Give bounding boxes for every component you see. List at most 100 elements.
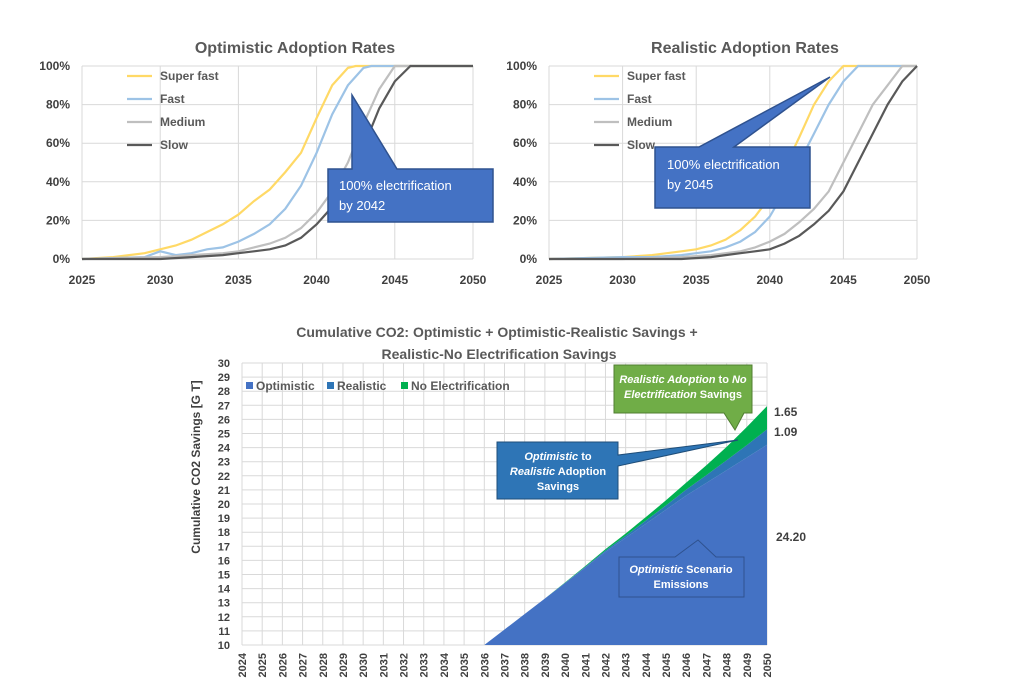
svg-text:Realistic Adoption to No: Realistic Adoption to No (619, 374, 747, 386)
y-tick-label: 10 (218, 640, 230, 652)
callout-realistic: Optimistic to Realistic Adoption Savings (496, 439, 739, 500)
legend-label: Medium (160, 115, 205, 129)
legend-label: No Electrification (411, 379, 510, 393)
series-line-slow (82, 64, 473, 261)
y-tick-label: 60% (46, 136, 70, 150)
end-label-optimistic: 24.20 (776, 530, 806, 544)
callout: 100% electrification by 2045 (654, 76, 831, 209)
callout-text: Savings (537, 481, 579, 493)
y-tick-label: 16 (218, 555, 230, 567)
svg-text:Electrification Savings: Electrification Savings (624, 389, 742, 401)
legend-swatch (246, 382, 253, 389)
y-tick-label: 21 (218, 485, 230, 497)
x-tick-label: 2038 (520, 653, 532, 677)
x-tick-label: 2035 (225, 273, 252, 287)
x-tick-label: 2025 (69, 273, 96, 287)
y-tick-label: 12 (218, 612, 230, 624)
x-tick-label: 2024 (237, 652, 249, 677)
callout-text: Scenario (683, 564, 733, 576)
callout-line-1: 100% electrification (667, 157, 780, 172)
callout-text: No (732, 374, 747, 386)
y-tick-label: 13 (218, 598, 230, 610)
y-tick-label: 27 (218, 400, 230, 412)
series-line-super-fast (548, 64, 917, 261)
x-tick-label: 2027 (298, 653, 310, 677)
x-tick-label: 2039 (540, 653, 552, 677)
x-tick-label: 2036 (479, 653, 491, 677)
x-tick-label: 2035 (683, 273, 710, 287)
area-realistic (484, 429, 767, 645)
x-tick-label: 2045 (381, 273, 408, 287)
y-tick-label: 26 (218, 414, 230, 426)
callout-text: Electrification (624, 389, 697, 401)
y-axis-label: Cumulative CO2 Savings [G T] (189, 380, 203, 553)
y-tick-label: 28 (218, 386, 230, 398)
y-tick-label: 18 (218, 527, 230, 539)
series-line-super-fast (81, 64, 473, 261)
x-tick-label: 2026 (277, 653, 289, 677)
svg-text:Realistic Adoption: Realistic Adoption (510, 466, 606, 478)
chart-title-line-2: Realistic-No Electrification Savings (382, 346, 617, 362)
y-tick-label: 20 (218, 499, 230, 511)
y-tick-label: 25 (218, 429, 230, 441)
chart-title-line-1: Cumulative CO2: Optimistic + Optimistic-… (296, 324, 697, 340)
y-tick-label: 60% (513, 136, 537, 150)
x-tick-label: 2025 (257, 653, 269, 677)
x-tick-label: 2042 (600, 653, 612, 677)
y-tick-label: 17 (218, 541, 230, 553)
callout-text: Adoption (555, 466, 606, 478)
x-tick-label: 2043 (621, 653, 633, 677)
x-tick-label: 2034 (439, 652, 451, 677)
x-tick-label: 2032 (399, 653, 411, 677)
x-tick-label: 2047 (701, 653, 713, 677)
legend-label: Fast (160, 92, 185, 106)
x-tick-label: 2049 (742, 653, 754, 677)
x-tick-label: 2030 (609, 273, 636, 287)
callout-text: Realistic (510, 466, 555, 478)
x-tick-label: 2050 (762, 653, 774, 677)
callout-text: Emissions (653, 579, 708, 591)
callout-text: to (715, 374, 732, 386)
callout-text: Optimistic (629, 564, 683, 576)
x-tick-label: 2045 (661, 653, 673, 677)
x-tick-label: 2025 (536, 273, 563, 287)
chart-title: Optimistic Adoption Rates (195, 40, 395, 57)
y-tick-label: 29 (218, 372, 230, 384)
x-tick-label: 2041 (580, 653, 592, 677)
x-tick-label: 2048 (722, 653, 734, 677)
y-tick-label: 0% (520, 252, 538, 266)
x-tick-label: 2028 (318, 653, 330, 677)
legend-label: Medium (627, 115, 672, 129)
series-line-medium (81, 64, 473, 261)
series-line-fast (548, 64, 917, 261)
callout-line-2: by 2042 (339, 198, 385, 213)
y-tick-label: 19 (218, 513, 230, 525)
x-tick-label: 2029 (338, 653, 350, 677)
legend-label: Super fast (627, 69, 686, 83)
x-tick-label: 2046 (681, 653, 693, 677)
legend-swatch (327, 382, 334, 389)
y-tick-label: 40% (513, 175, 537, 189)
x-tick-label: 2031 (378, 653, 390, 677)
end-label-no-electrification: 1.65 (774, 405, 798, 419)
y-tick-label: 80% (513, 98, 537, 112)
end-label-realistic: 1.09 (774, 425, 798, 439)
series-line-slow (549, 65, 918, 261)
x-tick-label: 2050 (904, 273, 931, 287)
chart-title: Realistic Adoption Rates (651, 40, 839, 57)
y-tick-label: 22 (218, 471, 230, 483)
legend-label: Slow (160, 138, 189, 152)
legend-label: Super fast (160, 69, 219, 83)
x-tick-label: 2045 (830, 273, 857, 287)
x-tick-label: 2037 (500, 653, 512, 677)
legend-label: Fast (627, 92, 652, 106)
legend-swatch (401, 382, 408, 389)
y-tick-label: 80% (46, 98, 70, 112)
callout-text: Realistic Adoption (619, 374, 715, 386)
callout-no-electrification: Realistic Adoption to No Electrification… (613, 364, 753, 431)
y-tick-label: 23 (218, 457, 230, 469)
x-tick-label: 2030 (147, 273, 174, 287)
callout-optimistic: Optimistic Scenario Emissions (618, 539, 745, 598)
x-tick-label: 2030 (358, 653, 370, 677)
